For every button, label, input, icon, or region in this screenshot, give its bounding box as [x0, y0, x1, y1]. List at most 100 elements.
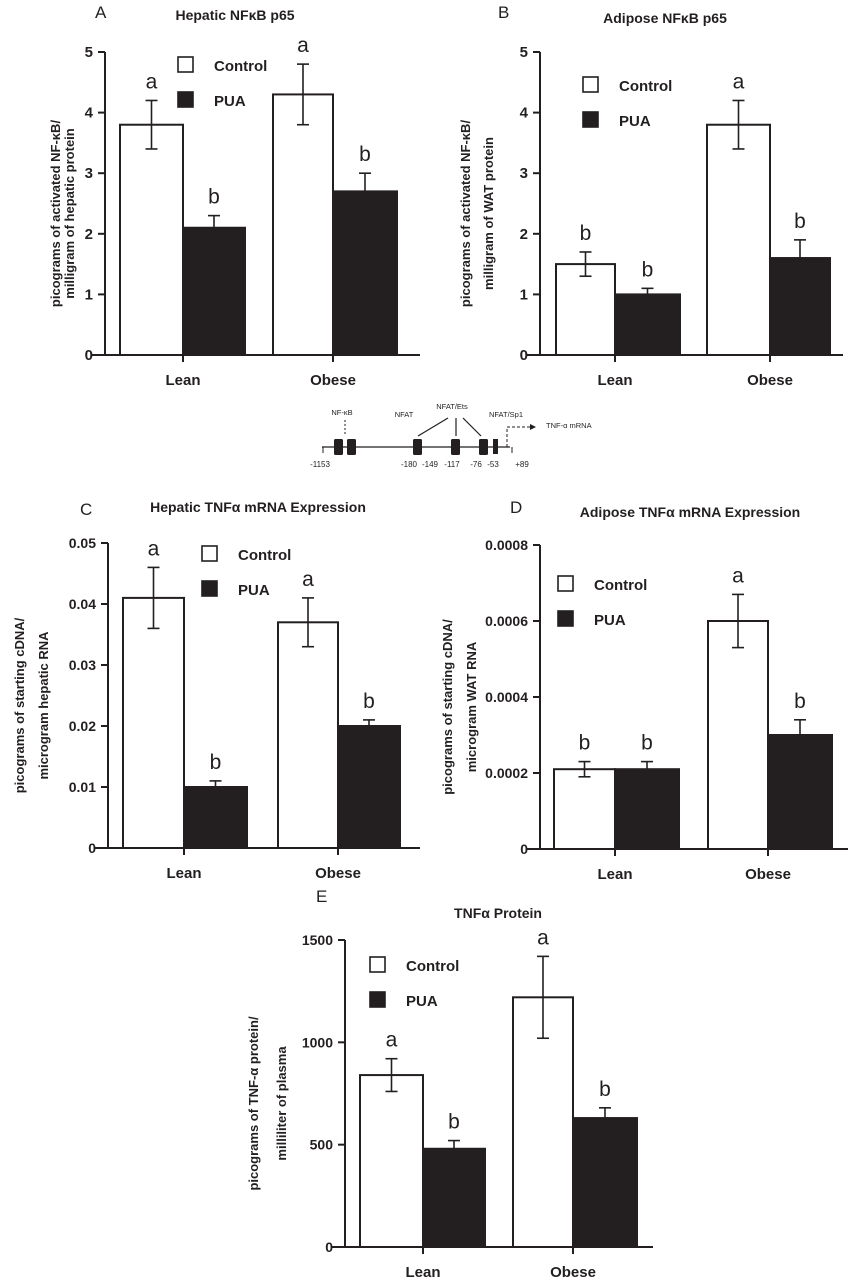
y-tick-label: 1: [520, 286, 528, 303]
significance-letter: a: [537, 926, 549, 949]
bar-control-obese: [277, 621, 339, 849]
bar-control-obese: [707, 620, 769, 850]
y-tick-label: 0.0006: [485, 613, 528, 629]
legend-label-control: Control: [619, 78, 672, 95]
y-tick-label: 0.03: [69, 657, 96, 673]
y-tick-label: 4: [520, 105, 529, 122]
binding-site-box: [347, 439, 356, 455]
significance-letter: b: [359, 143, 371, 166]
significance-letter: a: [733, 70, 745, 93]
bar-pua-obese: [769, 257, 831, 357]
panel-letter: B: [498, 3, 509, 22]
significance-letter: b: [580, 222, 592, 245]
legend-label-pua: PUA: [619, 113, 651, 130]
y-tick-label: 3: [85, 165, 93, 182]
bar-pua-obese: [572, 1117, 638, 1249]
y-tick-label: 5: [520, 44, 528, 61]
transcript-label: TNF-α mRNA: [546, 421, 592, 430]
position-label: -53: [487, 460, 499, 469]
bar-control-lean: [555, 263, 616, 357]
y-axis-label-line2: milligram of hepatic protein: [62, 128, 77, 299]
legend-label-control: Control: [214, 58, 267, 75]
position-label: -180: [401, 460, 418, 469]
y-axis-label: picograms of activated NF-κB/: [48, 120, 63, 308]
legend-label-pua: PUA: [238, 582, 270, 599]
significance-letter: a: [148, 537, 160, 560]
legend-label-pua: PUA: [214, 93, 246, 110]
panel-letter: E: [316, 887, 327, 906]
significance-letter: a: [302, 568, 314, 591]
site-label: NF-κB: [331, 408, 352, 417]
bar-pua-lean: [182, 226, 246, 357]
x-tick-label: Lean: [597, 866, 632, 883]
significance-letter: a: [146, 70, 158, 93]
y-tick-label: 0.05: [69, 535, 96, 551]
position-label: -76: [470, 460, 482, 469]
y-tick-label: 0: [520, 841, 528, 857]
legend-swatch-control: [582, 76, 599, 93]
bar-control-obese: [272, 93, 334, 356]
legend-label-pua: PUA: [594, 612, 626, 629]
panel-letter: A: [95, 3, 107, 22]
y-tick-label: 2: [85, 226, 93, 243]
legend-swatch-control: [201, 545, 218, 562]
y-axis-label-line2: microgram WAT RNA: [464, 641, 479, 772]
y-axis-label: picograms of starting cDNA/: [440, 619, 455, 795]
y-axis-label-line2: milliliter of plasma: [274, 1046, 289, 1161]
y-tick-label: 0.02: [69, 718, 96, 734]
significance-letter: a: [297, 34, 309, 57]
chart-title: Adipose TNFα mRNA Expression: [580, 504, 800, 520]
legend-swatch-pua: [582, 111, 599, 128]
y-tick-label: 1000: [302, 1034, 333, 1050]
x-tick-label: Obese: [745, 866, 791, 883]
site-label: NFAT: [395, 410, 414, 419]
legend-swatch-control: [557, 575, 574, 592]
y-tick-label: 500: [310, 1137, 334, 1153]
legend: Control PUA: [177, 56, 267, 110]
position-label: -1153: [310, 460, 330, 469]
legend: Control PUA: [582, 76, 672, 130]
bar-pua-lean: [183, 786, 248, 849]
significance-letter: b: [448, 1111, 460, 1134]
y-tick-label: 0.04: [69, 596, 96, 612]
legend-swatch-control: [369, 956, 386, 973]
transcription-arrow: [506, 426, 532, 447]
significance-letter: b: [208, 186, 220, 209]
legend-swatch-pua: [201, 580, 218, 597]
y-tick-label: 0.0004: [485, 689, 528, 705]
x-tick-label: Lean: [597, 372, 632, 389]
panel-letter: D: [510, 498, 522, 517]
legend-label-control: Control: [406, 958, 459, 975]
position-label: -149: [422, 460, 439, 469]
y-axis-label: picograms of TNF-α protein/: [246, 1016, 261, 1190]
panel-b: B Adipose NFκB p65 0 1 2 3 4 5 picograms of acti…: [458, 3, 843, 389]
bar-pua-obese: [332, 190, 398, 356]
legend: Control PUA: [369, 956, 459, 1010]
legend-label-control: Control: [594, 577, 647, 594]
x-tick-label: Lean: [166, 865, 201, 882]
binding-site-box: [451, 439, 460, 455]
x-tick-label: Obese: [310, 372, 356, 389]
chart-title: Adipose NFκB p65: [603, 10, 727, 26]
bar-pua-obese: [767, 734, 833, 850]
binding-site-box: [479, 439, 488, 455]
legend-swatch-pua: [177, 91, 194, 108]
bar-control-lean: [359, 1074, 424, 1248]
significance-letter: b: [579, 732, 591, 755]
significance-letter: a: [386, 1029, 398, 1052]
x-tick-label: Obese: [550, 1264, 596, 1280]
site-label: NFAT/Sp1: [489, 410, 523, 419]
x-tick-label: Obese: [747, 372, 793, 389]
significance-letter: a: [732, 564, 744, 587]
significance-letter: b: [794, 690, 806, 713]
tnf-promoter-diagram: NF-κB NFAT NFAT/Ets NFAT/Sp1 TNF-α mRNA -1153…: [310, 402, 592, 469]
x-tick-label: Obese: [315, 865, 361, 882]
x-tick-label: Lean: [405, 1264, 440, 1280]
y-axis-label-line2: microgram hepatic RNA: [36, 631, 51, 780]
bar-control-obese: [706, 123, 771, 356]
significance-letter: b: [641, 732, 653, 755]
legend-swatch-pua: [369, 991, 386, 1008]
y-tick-label: 0: [520, 347, 528, 364]
legend: Control PUA: [557, 575, 647, 629]
legend-label-pua: PUA: [406, 993, 438, 1010]
